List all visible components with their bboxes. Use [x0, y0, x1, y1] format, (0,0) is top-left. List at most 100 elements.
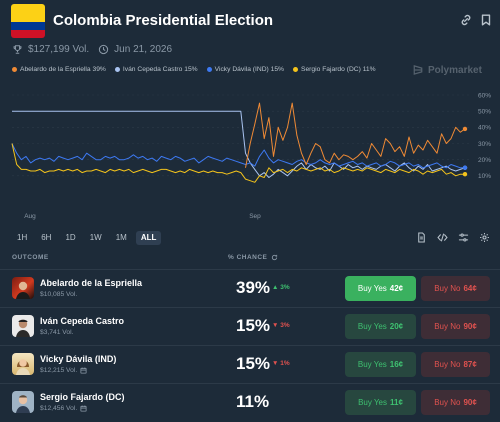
series-line	[245, 102, 466, 168]
legend-label: Abelardo de la Espriella 39%	[20, 66, 106, 73]
outcome-name: Sergio Fajardo (DC)	[40, 392, 125, 402]
price-chart[interactable]: 60% 50% 40% 30% 20% 10% Aug Sep	[0, 84, 500, 224]
outcome-name: Vicky Dávila (IND)	[40, 354, 117, 364]
bookmark-icon[interactable]	[479, 13, 493, 27]
buy-no-label: Buy No	[434, 360, 461, 369]
series-line	[11, 143, 465, 183]
buy-no-price: 90¢	[463, 398, 477, 407]
series-end-point	[462, 126, 468, 132]
y-tick-label: 50%	[478, 108, 491, 115]
y-tick-label: 40%	[478, 125, 491, 132]
chart-legend: Abelardo de la Espriella 39% Iván Cepeda…	[12, 66, 376, 73]
calendar-icon	[80, 367, 87, 374]
embed-code-icon[interactable]	[437, 232, 448, 243]
avatar	[12, 315, 34, 337]
series-line	[12, 110, 466, 178]
outcomes-table-header: OUTCOME % CHANCE	[12, 254, 490, 261]
buy-yes-button[interactable]: Buy Yes 16¢	[345, 352, 416, 377]
y-tick-label: 10%	[478, 173, 491, 180]
y-tick-label: 30%	[478, 141, 491, 148]
buy-yes-button[interactable]: Buy Yes 11¢	[345, 390, 416, 415]
buy-no-label: Buy No	[434, 398, 461, 407]
avatar	[12, 353, 34, 375]
legend-item: Vicky Dávila (IND) 15%	[206, 66, 284, 73]
buy-yes-price: 42¢	[389, 284, 404, 293]
buy-yes-label: Buy Yes	[357, 284, 387, 293]
brand-name: Polymarket	[428, 64, 482, 76]
market-end-date: Jun 21, 2026	[114, 43, 172, 55]
buy-yes-button[interactable]: Buy Yes 20¢	[345, 314, 416, 339]
chart-tools	[416, 232, 490, 243]
outcome-chance: 15%	[236, 354, 271, 373]
avatar	[12, 391, 34, 413]
link-icon[interactable]	[459, 13, 473, 27]
outcome-volume-text: $10,085 Vol.	[40, 291, 78, 298]
refresh-icon[interactable]	[271, 254, 278, 261]
document-icon[interactable]	[416, 232, 427, 243]
market-volume: $127,199 Vol.	[28, 43, 90, 55]
outcome-chance: 15%	[236, 316, 271, 335]
chance-delta: ▼ 3%	[272, 322, 290, 329]
x-tick-label: Sep	[249, 213, 261, 220]
buy-yes-label: Buy Yes	[357, 360, 387, 369]
y-tick-label: 20%	[478, 157, 491, 164]
legend-swatch	[114, 67, 120, 72]
timeframe-1d[interactable]: 1D	[65, 233, 76, 242]
legend-label: Sergio Fajardo (DC) 11%	[301, 66, 376, 73]
timeframe-1h[interactable]: 1H	[17, 233, 28, 242]
legend-swatch	[293, 67, 298, 72]
outcome-volume: $3,741 Vol.	[40, 329, 73, 336]
market-meta: $127,199 Vol. Jun 21, 2026	[12, 42, 172, 56]
outcome-row[interactable]: Abelardo de la Espriella $10,085 Vol. 39…	[0, 269, 500, 307]
timeframe-6h[interactable]: 6H	[41, 233, 52, 242]
buy-no-button[interactable]: Buy No 87¢	[421, 352, 490, 377]
buy-no-button[interactable]: Buy No 64¢	[421, 276, 490, 301]
calendar-icon	[80, 405, 87, 412]
buy-yes-price: 20¢	[389, 322, 404, 331]
chance-delta: ▲ 3%	[272, 284, 290, 291]
trophy-icon	[13, 44, 22, 54]
y-tick-label: 60%	[478, 92, 491, 99]
buy-yes-label: Buy Yes	[357, 322, 387, 331]
buy-no-button[interactable]: Buy No 90¢	[421, 314, 490, 339]
outcome-chance: 39%	[236, 278, 271, 297]
outcome-chance: 11%	[236, 392, 270, 411]
buy-no-price: 90¢	[463, 322, 477, 331]
legend-item: Sergio Fajardo (DC) 11%	[293, 66, 376, 73]
buy-yes-price: 11¢	[390, 398, 403, 407]
timeframe-selector: 1H 6H 1D 1W 1M ALL	[12, 231, 162, 245]
timeframe-1m[interactable]: 1M	[115, 233, 127, 242]
buy-yes-price: 16¢	[389, 360, 404, 369]
clock-icon	[99, 44, 109, 54]
outcome-volume-text: $12,456 Vol.	[40, 405, 78, 412]
column-outcome: OUTCOME	[12, 254, 49, 261]
colombia-flag-icon	[11, 4, 45, 38]
legend-item: Iván Cepeda Castro 15%	[114, 66, 198, 73]
buy-no-button[interactable]: Buy No 90¢	[421, 390, 490, 415]
column-chance-label: % CHANCE	[228, 254, 268, 261]
buy-no-label: Buy No	[434, 322, 461, 331]
buy-no-price: 87¢	[463, 360, 477, 369]
series-line	[11, 143, 465, 169]
gear-icon[interactable]	[479, 232, 490, 243]
timeframe-1w[interactable]: 1W	[89, 233, 102, 242]
buy-yes-button[interactable]: Buy Yes 42¢	[345, 276, 416, 301]
legend-swatch	[12, 67, 17, 72]
timeframe-all[interactable]: ALL	[135, 231, 162, 245]
price-chart-svg[interactable]: 60% 50% 40% 30% 20% 10% Aug Sep	[0, 84, 500, 224]
outcome-volume: $10,085 Vol.	[40, 291, 77, 298]
column-chance: % CHANCE	[228, 254, 278, 261]
legend-label: Iván Cepeda Castro 15%	[122, 66, 198, 73]
outcome-row[interactable]: Vicky Dávila (IND) $12,215 Vol. 15% ▼ 1%…	[0, 345, 500, 383]
sliders-icon[interactable]	[458, 232, 469, 243]
outcome-row[interactable]: Sergio Fajardo (DC) $12,456 Vol. 11% Buy…	[0, 383, 500, 421]
polymarket-logo: Polymarket	[412, 64, 482, 76]
x-tick-label: Aug	[24, 213, 36, 220]
legend-swatch	[206, 67, 212, 72]
page-title: Colombia Presidential Election	[53, 12, 274, 29]
market-header: Colombia Presidential Election	[11, 4, 491, 38]
buy-no-label: Buy No	[434, 284, 461, 293]
outcome-row[interactable]: Iván Cepeda Castro $3,741 Vol. 15% ▼ 3% …	[0, 307, 500, 345]
outcome-volume-text: $3,741 Vol.	[40, 329, 74, 336]
buy-no-price: 64¢	[463, 284, 477, 293]
